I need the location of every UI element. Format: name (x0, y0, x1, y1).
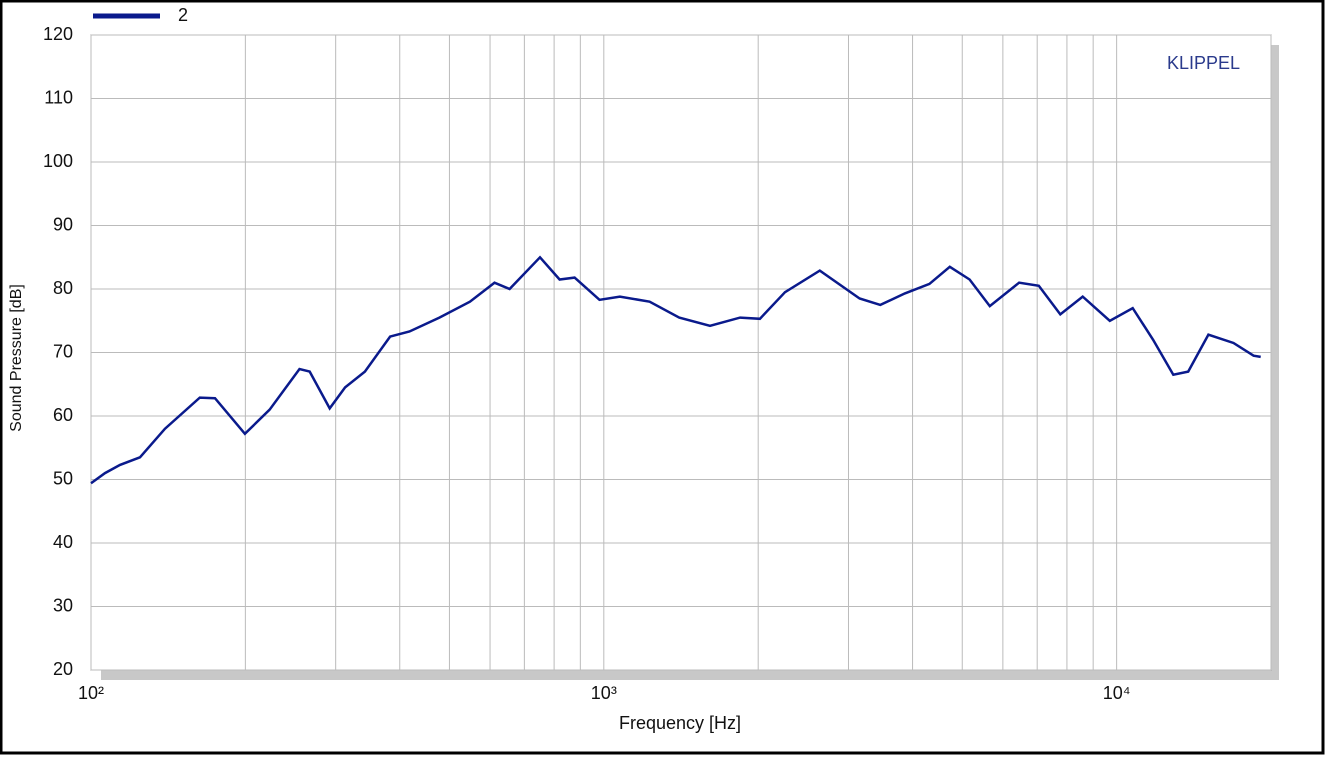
y-tick-label: 40 (53, 532, 73, 552)
y-tick-label: 120 (43, 24, 73, 44)
legend-label: 2 (178, 5, 188, 25)
y-tick-label: 80 (53, 278, 73, 298)
annotation: KLIPPEL (1167, 53, 1240, 73)
x-axis-label: Frequency [Hz] (619, 713, 741, 733)
x-tick-label: 10² (78, 683, 104, 703)
y-tick-label: 90 (53, 214, 73, 234)
y-axis-label: Sound Pressure [dB] (8, 284, 25, 432)
y-tick-label: 30 (53, 595, 73, 615)
y-tick-label: 50 (53, 468, 73, 488)
y-tick-label: 100 (43, 151, 73, 171)
x-tick-label: 10³ (591, 683, 617, 703)
y-tick-label: 60 (53, 405, 73, 425)
y-tick-label: 70 (53, 341, 73, 361)
y-tick-label: 110 (44, 87, 73, 107)
x-tick-label: 10⁴ (1103, 683, 1131, 703)
y-tick-label: 20 (53, 659, 73, 679)
line (90, 255, 1261, 485)
